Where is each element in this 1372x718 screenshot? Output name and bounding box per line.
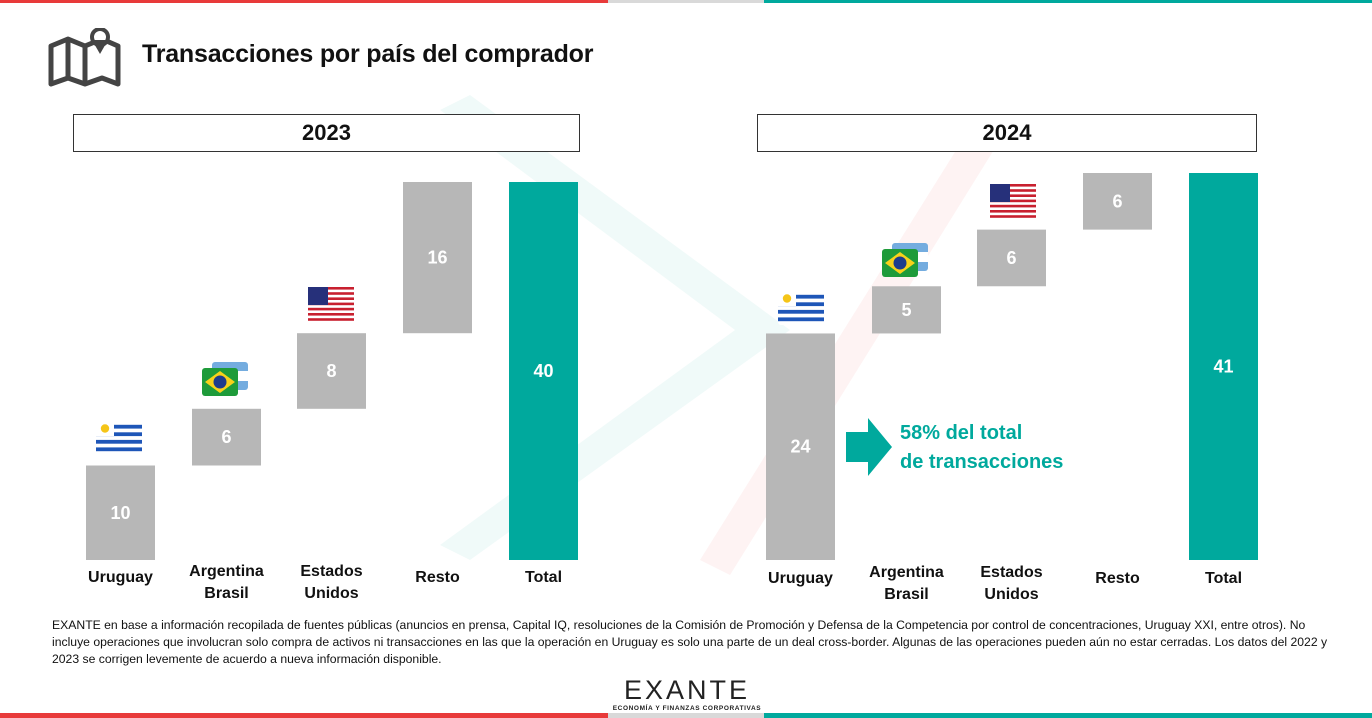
- logo-tagline: ECONOMÍA Y FINANZAS CORPORATIVAS: [612, 705, 762, 712]
- bar-2023-3: [403, 182, 472, 334]
- category-label: Estados Unidos: [980, 564, 1043, 603]
- arrow-right-icon: [846, 418, 892, 476]
- bar-value-label: 24: [790, 437, 810, 457]
- callout-line-1: 58% del total: [900, 422, 1023, 444]
- callout-line-2: de transacciones: [900, 451, 1064, 473]
- bar-2024-2: [977, 229, 1046, 287]
- bar-value-label: 6: [221, 427, 231, 447]
- category-label: Total: [1204, 570, 1243, 587]
- source-footnote: EXANTE en base a información recopilada …: [52, 618, 1328, 666]
- bottom-color-bar: [0, 713, 1372, 718]
- usa-flag-icon: [990, 184, 1036, 218]
- bar-value-label: 16: [427, 248, 447, 268]
- top-color-bar: [0, 0, 1372, 3]
- page-title: Transacciones por país del comprador: [142, 40, 594, 68]
- bar-value-label: 10: [110, 503, 130, 523]
- category-label: Argentina Brasil: [189, 563, 264, 602]
- bar-2024-4: [1189, 173, 1258, 560]
- bar-value-label: 40: [533, 361, 553, 381]
- category-label: Total: [524, 569, 563, 586]
- bar-value-label: 6: [1112, 191, 1122, 211]
- brazil-argentina-flag-icon: [882, 243, 928, 277]
- bar-2023-1: [192, 408, 261, 466]
- category-label: Argentina Brasil: [869, 564, 944, 603]
- bar-value-label: 8: [326, 361, 336, 381]
- category-label: Resto: [415, 569, 460, 586]
- category-label: Resto: [1095, 570, 1140, 587]
- category-label: Uruguay: [768, 570, 833, 587]
- bar-value-label: 41: [1213, 357, 1233, 377]
- year-box-2024: 2024: [757, 114, 1257, 152]
- usa-flag-icon: [308, 287, 354, 321]
- category-label: Estados Unidos: [300, 563, 363, 602]
- bar-value-label: 6: [1006, 248, 1016, 268]
- bar-2023-2: [297, 333, 366, 409]
- bar-value-label: 5: [901, 300, 911, 320]
- callout-annotation: 58% del total de transacciones: [900, 419, 1063, 477]
- uruguay-flag-icon: [96, 421, 142, 455]
- exante-logo: EXANTE ECONOMÍA Y FINANZAS CORPORATIVAS: [612, 676, 762, 713]
- category-label: Uruguay: [88, 569, 153, 586]
- map-pin-icon: [48, 28, 121, 87]
- year-box-2023: 2023: [73, 114, 580, 152]
- logo-wordmark: EXANTE: [623, 675, 751, 705]
- uruguay-flag-icon: [778, 291, 824, 325]
- bar-2023-4: [509, 182, 578, 560]
- brazil-argentina-flag-icon: [202, 362, 248, 396]
- bar-2024-3: [1083, 173, 1152, 230]
- bar-2024-1: [872, 286, 941, 334]
- bar-2023-0: [86, 465, 155, 560]
- bar-2024-0: [766, 333, 835, 560]
